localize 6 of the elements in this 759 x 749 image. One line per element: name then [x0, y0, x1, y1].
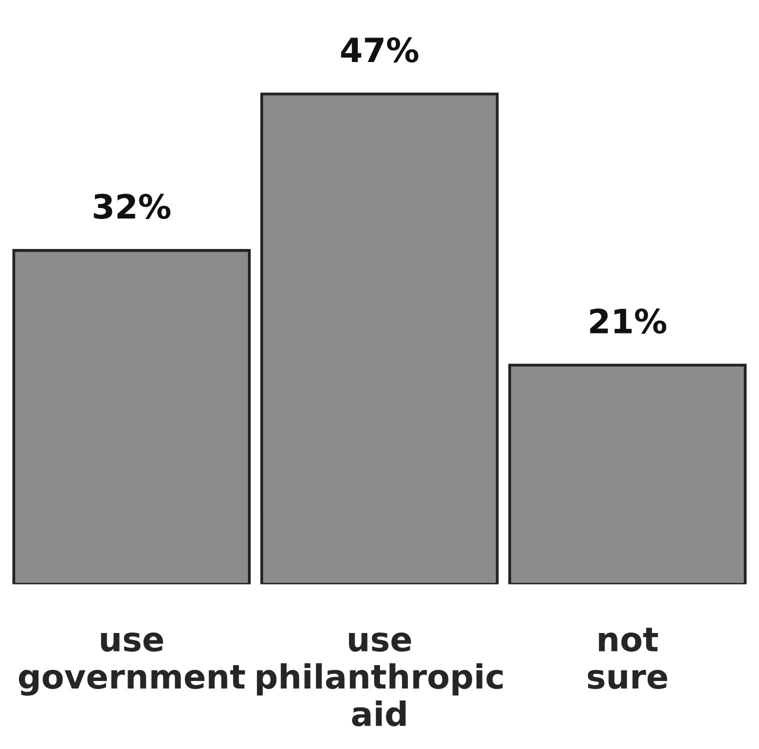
x-tick-label: use government — [18, 632, 245, 696]
data-label: 32% — [94, 194, 170, 219]
x-tick-label: use philanthropic aid — [256, 632, 503, 726]
data-label: 21% — [590, 308, 666, 334]
data-label: 47% — [341, 37, 418, 63]
x-tick-label: not sure — [588, 628, 668, 690]
